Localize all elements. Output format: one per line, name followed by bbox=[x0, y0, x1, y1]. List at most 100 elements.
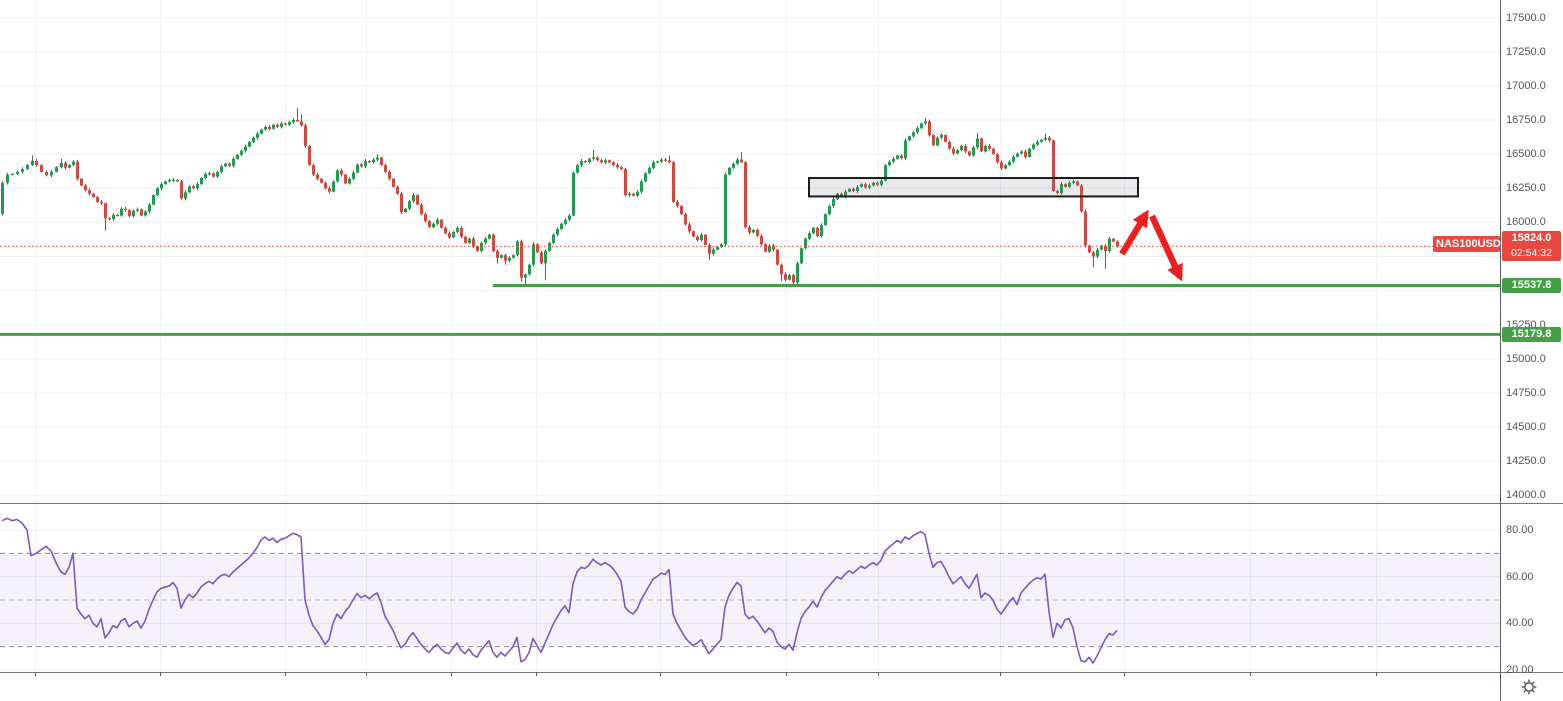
candle bbox=[264, 126, 267, 130]
candle bbox=[300, 121, 303, 126]
candle bbox=[296, 120, 299, 122]
candle bbox=[820, 225, 823, 237]
candle bbox=[520, 241, 523, 278]
candle bbox=[220, 166, 223, 172]
rsi-axis-label: 40.00 bbox=[1506, 617, 1534, 630]
candle bbox=[356, 164, 359, 173]
candle bbox=[744, 162, 747, 228]
candle bbox=[368, 160, 371, 163]
candle bbox=[376, 157, 379, 160]
candle bbox=[320, 178, 323, 183]
candle bbox=[1108, 238, 1111, 252]
candle bbox=[364, 160, 367, 167]
timezone-settings-gear-button[interactable] bbox=[1516, 676, 1542, 698]
candle bbox=[976, 138, 979, 148]
time-axis[interactable]: 8152214:00Dec61320272022101724 bbox=[0, 672, 1563, 701]
candle bbox=[868, 185, 871, 188]
candle bbox=[212, 173, 215, 177]
candle bbox=[964, 145, 967, 152]
candle bbox=[592, 157, 595, 159]
candle bbox=[516, 241, 519, 256]
candle bbox=[716, 246, 719, 250]
candle bbox=[388, 171, 391, 179]
candle bbox=[35, 160, 38, 166]
candle bbox=[432, 223, 435, 228]
candle bbox=[544, 251, 547, 264]
candle bbox=[80, 178, 83, 186]
candle bbox=[648, 167, 651, 174]
price-axis[interactable]: 17500.0 17250.0 17000.0 16750.0 16500.0 16250… bbox=[1500, 0, 1563, 676]
candle bbox=[740, 159, 743, 163]
candle bbox=[1016, 153, 1019, 157]
candle bbox=[572, 172, 575, 216]
candle bbox=[324, 182, 327, 189]
price-axis-label: 16250.0 bbox=[1506, 182, 1546, 195]
candle bbox=[920, 123, 923, 129]
candle bbox=[732, 163, 735, 168]
candle bbox=[480, 242, 483, 252]
candle bbox=[944, 135, 947, 142]
projection-arrow[interactable] bbox=[1149, 214, 1183, 282]
candle bbox=[404, 208, 407, 213]
candle bbox=[720, 244, 723, 247]
candle bbox=[892, 158, 895, 162]
candle bbox=[200, 178, 203, 185]
candle bbox=[448, 233, 451, 238]
candle bbox=[144, 211, 147, 216]
candle bbox=[972, 147, 975, 156]
candle bbox=[276, 124, 279, 127]
candle bbox=[488, 234, 491, 239]
candle bbox=[148, 204, 151, 212]
candle bbox=[204, 173, 207, 179]
candle bbox=[336, 170, 339, 182]
candle bbox=[636, 191, 639, 196]
candle bbox=[72, 161, 75, 166]
candle bbox=[788, 274, 791, 280]
candle bbox=[824, 214, 827, 226]
candle bbox=[192, 186, 195, 189]
candle bbox=[980, 138, 983, 152]
price-axis-label: 15000.0 bbox=[1506, 352, 1546, 365]
candle bbox=[232, 158, 235, 166]
candle bbox=[804, 238, 807, 249]
candle bbox=[988, 145, 991, 149]
candle bbox=[340, 170, 343, 175]
candle bbox=[460, 227, 463, 237]
candle bbox=[752, 229, 755, 233]
candle bbox=[1100, 245, 1103, 250]
candle bbox=[11, 173, 14, 176]
candle bbox=[948, 141, 951, 149]
candle bbox=[1112, 238, 1115, 242]
last-price-badge: 15824.0 02:54:32 bbox=[1502, 231, 1561, 261]
support-price-badge: 15179.8 bbox=[1502, 327, 1561, 342]
projection-arrow[interactable] bbox=[1119, 209, 1149, 256]
candle bbox=[1000, 162, 1003, 169]
candle bbox=[1104, 245, 1107, 252]
price-axis-label: 16000.0 bbox=[1506, 216, 1546, 229]
candle bbox=[312, 165, 315, 175]
candle bbox=[876, 182, 879, 185]
candle bbox=[1, 182, 4, 215]
candle bbox=[224, 163, 227, 167]
candle bbox=[248, 141, 251, 147]
candle bbox=[652, 162, 655, 168]
candle bbox=[1076, 181, 1079, 186]
candle bbox=[360, 164, 363, 167]
candle bbox=[916, 128, 919, 133]
candle bbox=[968, 151, 971, 156]
candle bbox=[100, 201, 103, 204]
candle bbox=[900, 155, 903, 159]
candle bbox=[1024, 151, 1027, 157]
candle bbox=[408, 201, 411, 209]
candle bbox=[532, 244, 535, 265]
candle bbox=[1116, 241, 1119, 247]
candle bbox=[1008, 161, 1011, 166]
candle bbox=[712, 249, 715, 254]
candle bbox=[252, 137, 255, 142]
candle bbox=[704, 234, 707, 245]
supply-zone-rectangle[interactable] bbox=[808, 177, 1139, 198]
candle bbox=[104, 203, 107, 219]
candle bbox=[228, 163, 231, 166]
candle bbox=[328, 188, 331, 192]
